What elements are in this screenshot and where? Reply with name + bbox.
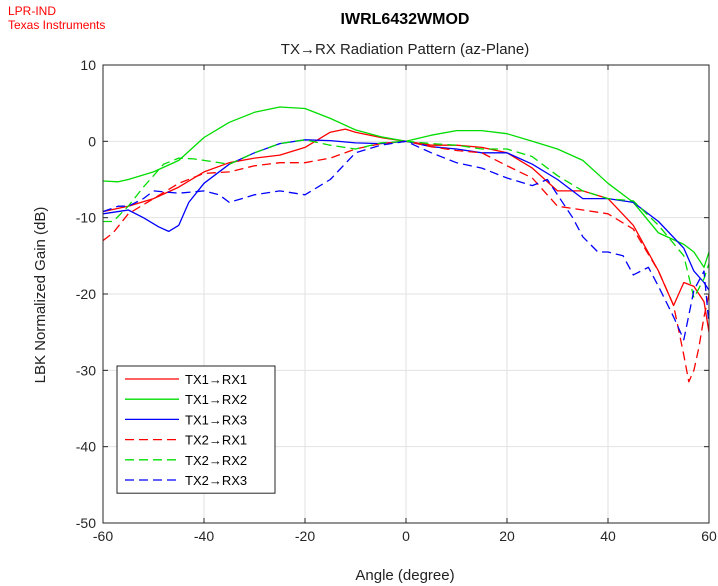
series-line-1 [103,128,709,333]
chart-subtitle: TX→RX Radiation Pattern (az-Plane) [281,41,529,58]
chart-title: IWRL6432WMOD [341,11,470,28]
legend-label-5: TX2→RX2 [185,453,247,468]
y-tick-label: -10 [76,210,96,226]
x-tick-label: 60 [701,528,717,544]
legend-label-1: TX1→RX1 [185,372,247,387]
series-line-2 [103,106,709,268]
corner-label-1: LPR-IND [8,4,57,18]
legend-box [116,365,276,494]
y-tick-label: 0 [88,133,96,149]
corner-label-2: Texas Instruments [8,18,106,32]
y-tick-label: -20 [76,286,96,302]
series-line-6 [103,140,709,341]
legend-label-4: TX2→RX1 [185,433,247,448]
legend-label-6: TX2→RX3 [185,473,247,488]
y-tick-label: -40 [76,439,96,455]
y-tick-label: 10 [80,57,96,73]
x-axis-label: Angle (degree) [355,567,454,584]
x-tick-label: 20 [499,528,515,544]
legend-label-2: TX1→RX2 [185,392,247,407]
x-tick-label: -20 [295,528,315,544]
x-tick-label: 0 [402,528,410,544]
series-line-4 [103,140,709,383]
legend-label-3: TX1→RX3 [185,412,247,427]
y-axis-label: LBK Normalized Gain (dB) [32,207,49,384]
series-line-5 [103,139,709,299]
y-tick-label: -30 [76,362,96,378]
x-tick-label: 40 [600,528,616,544]
y-tick-label: -50 [76,515,96,531]
x-tick-label: -40 [194,528,214,544]
x-tick-label: -60 [93,528,113,544]
